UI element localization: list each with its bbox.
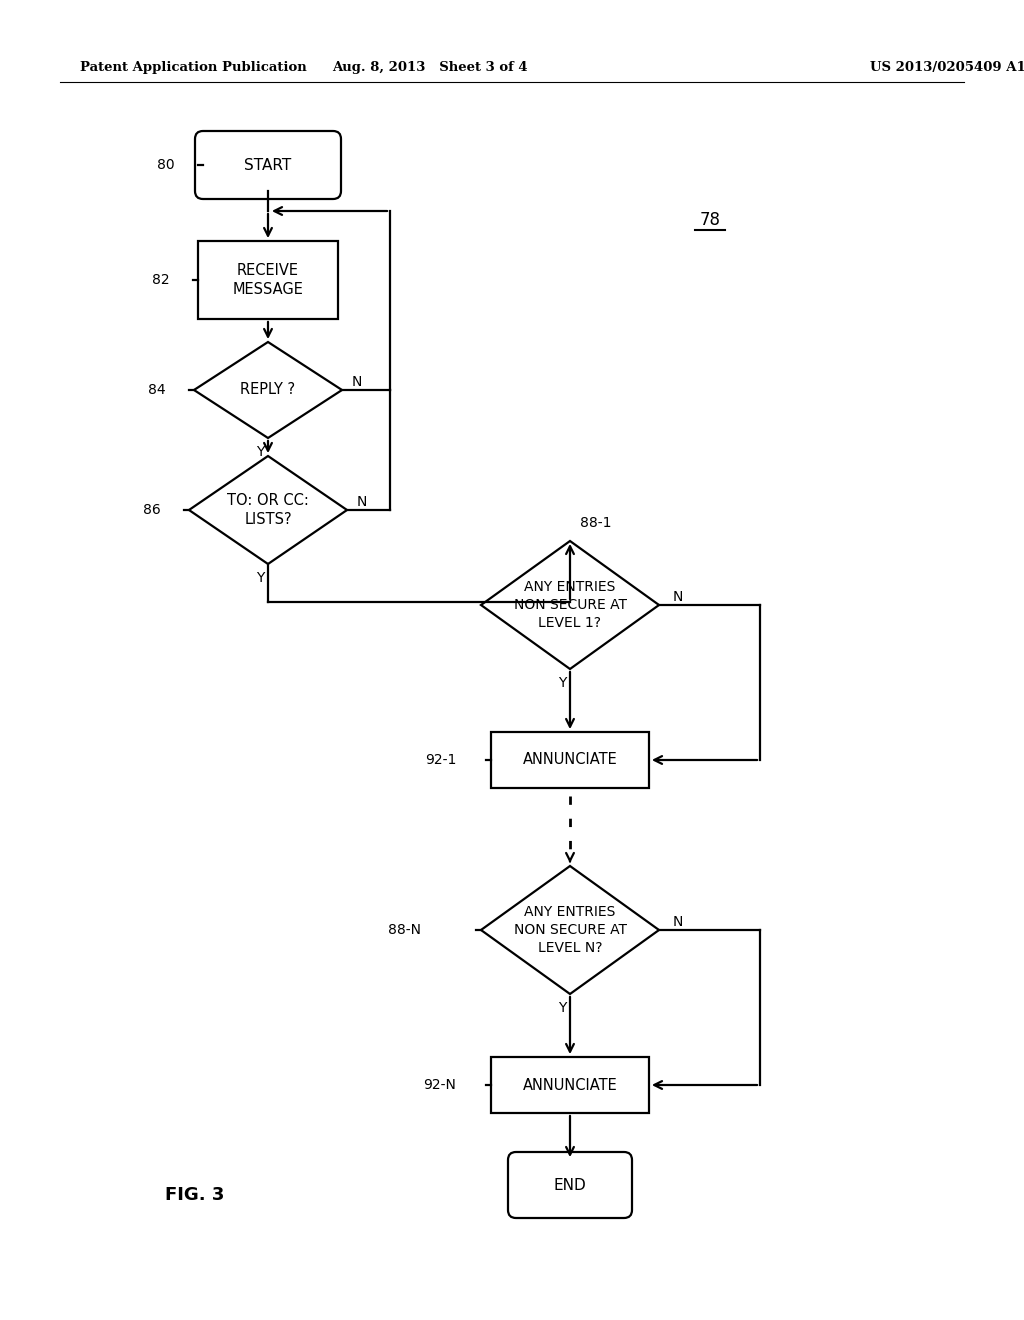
Text: 86: 86 xyxy=(143,503,161,517)
Text: N: N xyxy=(673,915,683,929)
Text: END: END xyxy=(554,1177,587,1192)
Text: 78: 78 xyxy=(699,211,721,228)
Text: ANY ENTRIES
NON SECURE AT
LEVEL 1?: ANY ENTRIES NON SECURE AT LEVEL 1? xyxy=(513,579,627,631)
Text: 82: 82 xyxy=(153,273,170,286)
Text: 88-N: 88-N xyxy=(388,923,421,937)
Text: Patent Application Publication: Patent Application Publication xyxy=(80,62,307,74)
Text: ANNUNCIATE: ANNUNCIATE xyxy=(522,752,617,767)
Bar xyxy=(490,1057,649,1113)
Text: 80: 80 xyxy=(158,158,175,172)
Bar xyxy=(198,242,338,319)
Text: Aug. 8, 2013   Sheet 3 of 4: Aug. 8, 2013 Sheet 3 of 4 xyxy=(332,62,527,74)
Text: FIG. 3: FIG. 3 xyxy=(165,1185,224,1204)
Text: START: START xyxy=(245,157,292,173)
Polygon shape xyxy=(194,342,342,438)
Text: ANY ENTRIES
NON SECURE AT
LEVEL N?: ANY ENTRIES NON SECURE AT LEVEL N? xyxy=(513,904,627,956)
Polygon shape xyxy=(481,866,659,994)
Polygon shape xyxy=(481,541,659,669)
Text: N: N xyxy=(352,375,362,389)
Text: ANNUNCIATE: ANNUNCIATE xyxy=(522,1077,617,1093)
FancyBboxPatch shape xyxy=(508,1152,632,1218)
Text: 88-1: 88-1 xyxy=(580,516,611,531)
Text: Y: Y xyxy=(558,1001,566,1015)
Bar xyxy=(490,733,649,788)
Text: TO: OR CC:
LISTS?: TO: OR CC: LISTS? xyxy=(227,492,309,528)
Text: N: N xyxy=(673,590,683,605)
Text: Y: Y xyxy=(256,445,264,459)
Text: US 2013/0205409 A1: US 2013/0205409 A1 xyxy=(870,62,1024,74)
Text: REPLY ?: REPLY ? xyxy=(241,383,296,397)
Text: N: N xyxy=(357,495,368,510)
Polygon shape xyxy=(189,455,347,564)
Text: 92-1: 92-1 xyxy=(425,752,456,767)
Text: RECEIVE
MESSAGE: RECEIVE MESSAGE xyxy=(232,263,303,297)
Text: 84: 84 xyxy=(148,383,166,397)
Text: Y: Y xyxy=(256,572,264,585)
Text: Y: Y xyxy=(558,676,566,690)
FancyBboxPatch shape xyxy=(195,131,341,199)
Text: 92-N: 92-N xyxy=(423,1078,456,1092)
